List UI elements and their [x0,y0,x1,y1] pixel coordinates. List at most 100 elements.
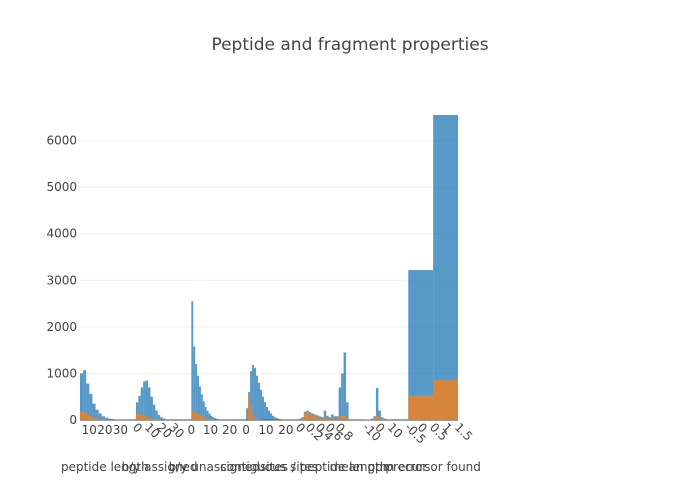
y-tick-label: 3000 [46,273,77,287]
histogram-bar [162,418,166,420]
histogram-bar [250,406,253,420]
histogram-bar [331,414,334,420]
histogram-bar [157,414,161,420]
histogram-bar [323,410,327,420]
histogram-bar [298,419,302,420]
histogram-bar [331,418,334,420]
x-tick-label: 20 [222,423,237,437]
histogram-bar [198,386,201,420]
histogram-bar [333,418,337,420]
histogram-bar [101,416,105,420]
histogram-bar [95,409,99,420]
histogram-bar [256,375,259,420]
x-tick-label: 20 [278,423,293,437]
histogram-bar [98,413,102,420]
histogram-bar [341,373,344,420]
histogram-bar [246,408,249,420]
histogram-bar [262,396,265,420]
histogram-bar [373,418,376,420]
histogram-bar [308,413,312,420]
histogram-bar [338,387,342,420]
histogram-bar [303,413,307,420]
histogram-bar [252,414,255,420]
histogram-bar [216,418,219,420]
x-axis-title: contiguous sites [220,460,318,474]
histogram-bar [212,417,215,420]
histogram-bar [380,417,384,420]
histogram-bar [383,418,386,420]
histogram-bar [206,418,209,420]
histogram-bar [152,404,156,420]
histogram-bar [252,365,255,420]
histogram-bar [191,410,194,420]
histogram-bar [378,417,381,420]
x-axis-title: sites / peptide length [260,460,387,474]
x-tick-label: 10 [203,423,218,437]
histogram-bar [200,394,203,420]
histogram-bar [155,419,158,420]
histogram-bar [210,419,213,420]
histogram-bar [375,387,379,420]
histogram-bar [140,414,144,420]
histogram-bar [138,395,141,420]
histogram-bar [318,417,322,420]
histogram-bar [268,410,270,420]
chart-title: Peptide and fragment properties [211,35,488,55]
x-tick-label: 0 [242,423,250,437]
histogram-bar [204,406,207,420]
histogram-bar [336,416,339,420]
histogram-bar [258,419,261,420]
x-tick-label: 10 [385,420,406,441]
histogram-bar [202,416,205,420]
histogram-bar [254,417,257,420]
histogram-bar [80,373,84,420]
histogram-bar [338,415,342,420]
histogram-bar [301,417,304,420]
histogram-bar [378,410,381,420]
histogram-bar [346,418,349,420]
x-tick-label: 0 [188,423,196,437]
histogram-bar [346,402,349,420]
y-tick-label: 4000 [46,227,77,241]
histogram-bar [195,413,198,420]
histogram-bar [135,413,139,420]
histogram-bar [260,389,263,420]
histogram-bar [135,402,139,420]
histogram-bar [316,416,319,420]
histogram-bar [321,418,324,420]
histogram-bar [333,416,337,420]
x-axis-title: mean ppm error [330,460,428,474]
x-tick-label: 10 [258,423,273,437]
histogram-bar [248,395,251,420]
histogram-bar [277,418,280,420]
histogram-bar [200,415,203,420]
x-axis-title: b/y unassigned [169,460,260,474]
histogram-bar [107,418,112,420]
histogram-bar [266,406,269,420]
histogram-bar [313,415,317,420]
histogram-bar [271,415,274,420]
histogram-bar [408,395,434,420]
x-tick-label: 30 [113,423,128,437]
histogram-bar [370,419,374,420]
histogram-bar [210,415,213,420]
histogram-bar [101,419,105,420]
histogram-bar [89,415,93,420]
histogram-bar [323,417,327,420]
x-axis-title: b/y assigned [122,460,198,474]
histogram-bar [206,410,209,420]
histogram-bar [408,270,434,420]
histogram-bar [150,396,153,420]
histogram-bar [343,415,347,420]
y-tick-label: 2000 [46,320,77,334]
histogram-bar [326,415,329,420]
histogram-bar [160,417,163,420]
histogram-bar [86,413,90,420]
histogram-bar [214,418,217,420]
histogram-bar [92,417,96,420]
histogram-bar [204,417,207,420]
histogram-bar [218,419,221,420]
histogram-bar [198,414,201,420]
histogram-bar [336,418,339,420]
histogram-bar [275,418,278,420]
